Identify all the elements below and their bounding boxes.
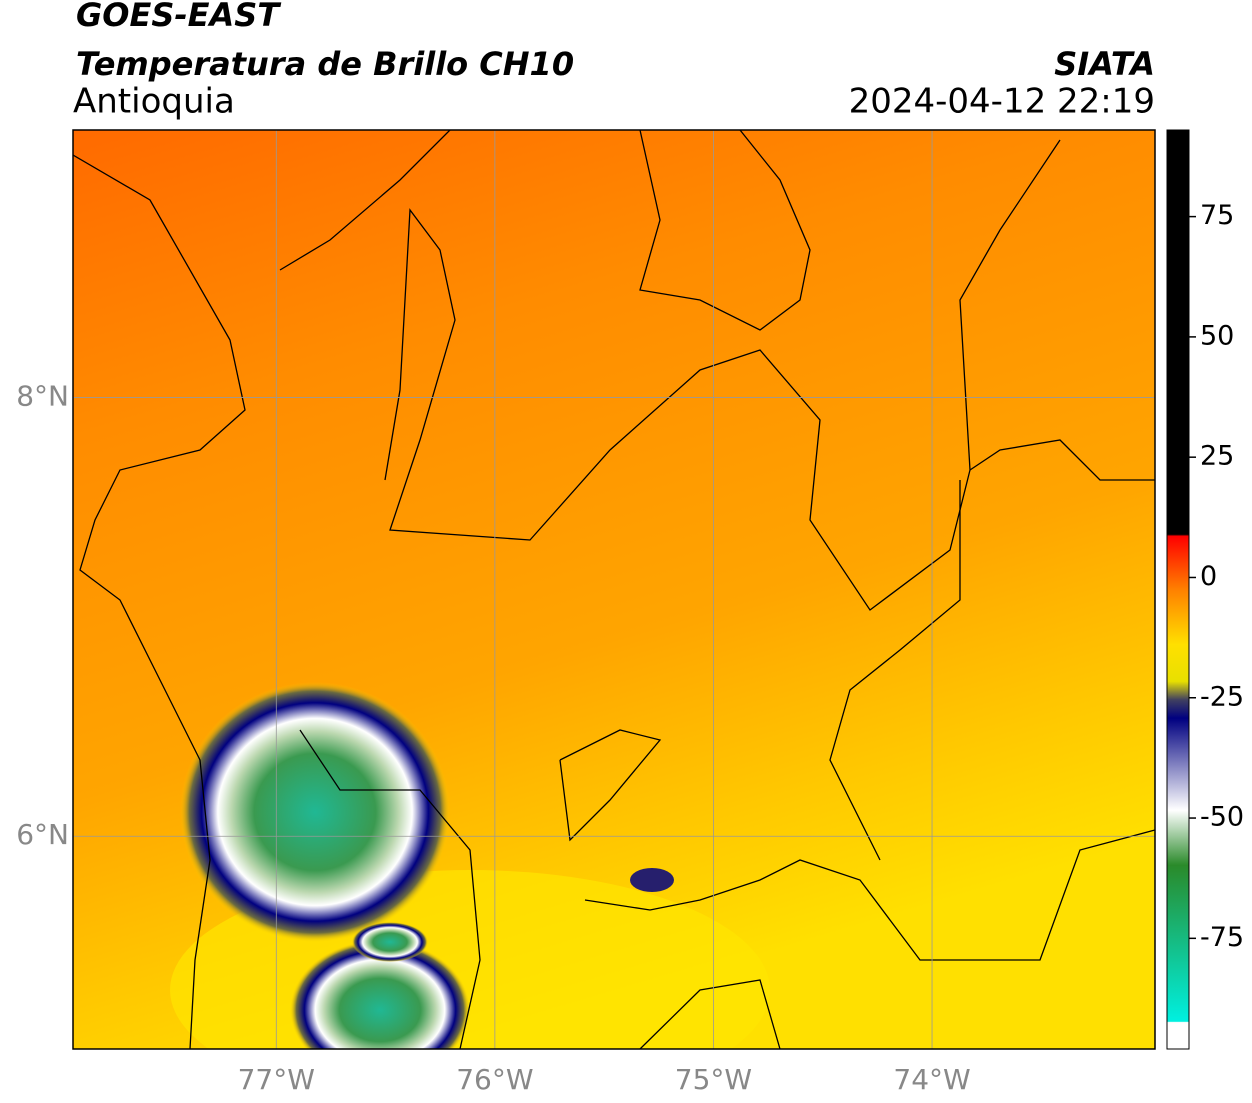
- x-tick-label: 77°W: [238, 1063, 315, 1096]
- colorbar-label: 25: [1200, 441, 1234, 472]
- source: SIATA: [1054, 45, 1155, 83]
- x-tick-label: 76°W: [456, 1063, 533, 1096]
- colorbar-label: -75: [1200, 922, 1244, 953]
- x-tick-label: 74°W: [893, 1063, 970, 1096]
- colorbar-label: -50: [1200, 802, 1244, 833]
- colorbar-label: 75: [1200, 200, 1234, 231]
- y-tick-label: 8°N: [16, 380, 69, 413]
- product: Temperatura de Brillo CH10: [76, 45, 574, 83]
- map-frame: [72, 129, 1156, 1050]
- colorbar: [1166, 129, 1190, 1050]
- y-tick-label: 6°N: [16, 818, 69, 851]
- map-image: [73, 130, 1155, 1049]
- colorbar-label: 0: [1200, 561, 1217, 592]
- x-tick-label: 75°W: [675, 1063, 752, 1096]
- colorbar-label: -25: [1200, 681, 1244, 712]
- colorbar-label: 50: [1200, 320, 1234, 351]
- datetime: 2024-04-12 22:19: [849, 82, 1155, 122]
- region: Antioquia: [73, 82, 235, 122]
- satellite: GOES-EAST: [76, 0, 281, 34]
